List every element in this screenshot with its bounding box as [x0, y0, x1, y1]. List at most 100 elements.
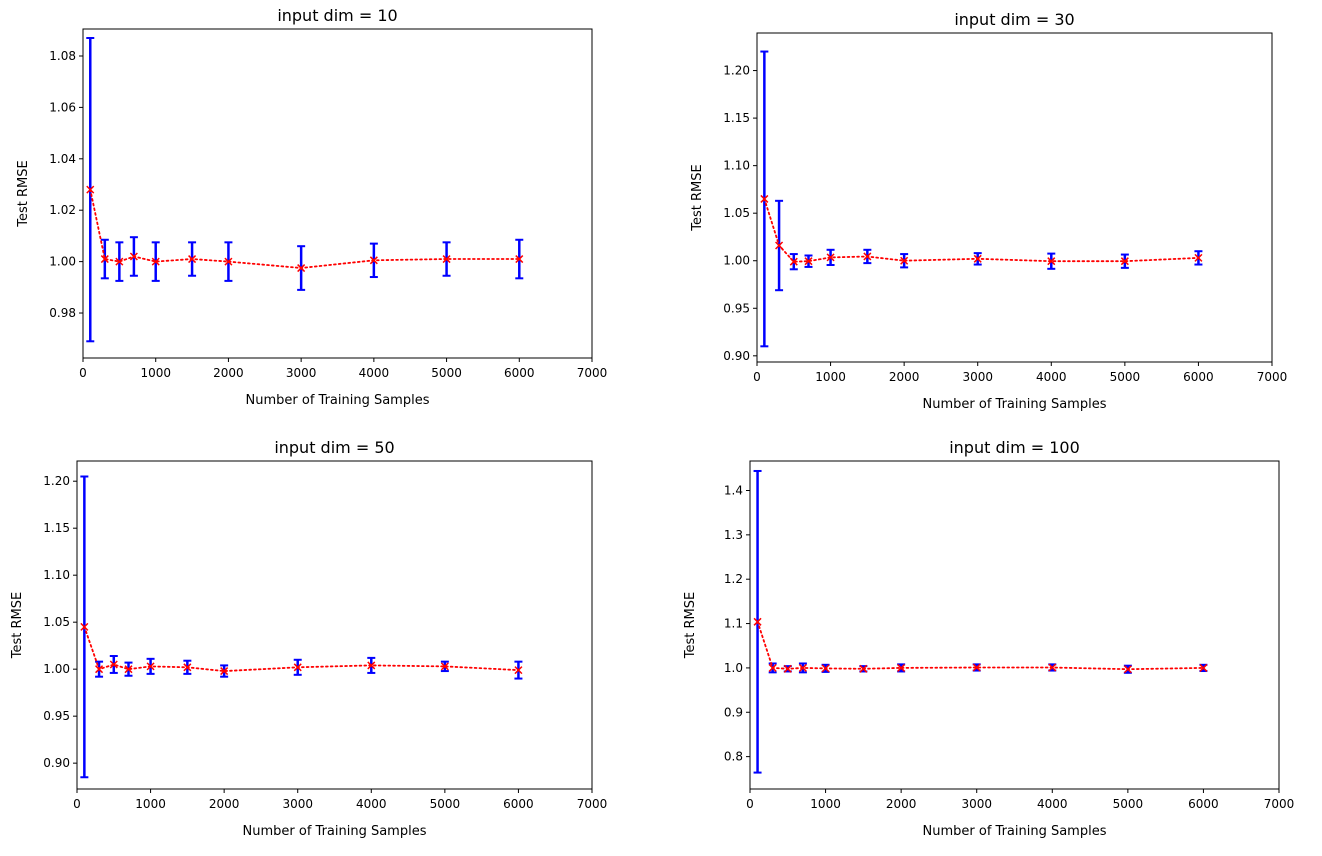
x-tick-label: 1000 — [815, 370, 846, 384]
data-point — [442, 255, 451, 264]
x-tick-label: 0 — [746, 797, 754, 811]
data-point — [80, 622, 89, 631]
y-tick-label: 1.02 — [49, 203, 76, 217]
y-tick-label: 1.15 — [723, 111, 750, 125]
data-point — [183, 663, 192, 672]
x-tick-label: 1000 — [135, 797, 166, 811]
y-tick-label: 0.95 — [723, 301, 750, 315]
data-point — [129, 252, 138, 261]
x-tick-label: 7000 — [577, 797, 608, 811]
data-point — [1120, 257, 1129, 266]
x-tick-label: 7000 — [577, 366, 608, 380]
data-point — [897, 663, 906, 672]
data-point — [146, 662, 155, 671]
x-tick-label: 2000 — [209, 797, 240, 811]
chart-title: input dim = 100 — [949, 438, 1080, 457]
data-point — [297, 264, 306, 273]
x-tick-label: 5000 — [431, 366, 462, 380]
data-point — [124, 665, 133, 674]
y-tick-label: 1.05 — [43, 615, 70, 629]
x-tick-label: 4000 — [1037, 797, 1068, 811]
x-tick-label: 2000 — [886, 797, 917, 811]
y-tick-label: 1.20 — [43, 474, 70, 488]
y-tick-label: 0.95 — [43, 709, 70, 723]
y-tick-label: 1.00 — [49, 255, 76, 269]
y-axis-label: Test RMSE — [10, 592, 25, 659]
data-point — [109, 660, 118, 669]
data-point — [151, 257, 160, 266]
y-tick-label: 0.98 — [49, 306, 76, 320]
data-point — [826, 253, 835, 262]
x-tick-label: 1000 — [140, 366, 171, 380]
data-point — [789, 257, 798, 266]
y-tick-label: 1.10 — [723, 159, 750, 173]
x-tick-label: 5000 — [1113, 797, 1144, 811]
y-tick-label: 1.15 — [43, 521, 70, 535]
x-tick-label: 6000 — [1188, 797, 1219, 811]
data-point — [188, 255, 197, 264]
x-tick-label: 1000 — [810, 797, 841, 811]
y-axis-label: Test RMSE — [690, 164, 705, 231]
y-tick-label: 0.9 — [724, 705, 743, 719]
x-tick-label: 6000 — [1183, 370, 1214, 384]
chart-panel-dim-50: input dim = 50 Number of Training Samples… — [10, 438, 608, 839]
x-tick-label: 0 — [73, 797, 81, 811]
x-tick-label: 4000 — [359, 366, 390, 380]
x-tick-label: 3000 — [286, 366, 317, 380]
y-tick-label: 1.1 — [724, 617, 743, 631]
data-point — [369, 256, 378, 265]
y-tick-label: 1.08 — [49, 49, 76, 63]
y-tick-label: 1.04 — [49, 152, 76, 166]
data-point — [753, 617, 762, 626]
data-point — [514, 666, 523, 675]
data-point — [973, 254, 982, 263]
x-tick-label: 4000 — [1036, 370, 1067, 384]
data-point — [86, 185, 95, 194]
data-point — [367, 661, 376, 670]
data-point — [115, 257, 124, 266]
y-tick-label: 1.3 — [724, 528, 743, 542]
series-line — [756, 620, 1205, 671]
data-point — [863, 252, 872, 261]
data-point — [900, 256, 909, 265]
axes-frame — [82, 28, 593, 359]
y-tick-label: 1.20 — [723, 64, 750, 78]
data-point — [804, 257, 813, 266]
y-tick-label: 0.8 — [724, 750, 743, 764]
y-tick-label: 1.4 — [724, 483, 743, 497]
axes-frame — [756, 32, 1273, 363]
data-point — [100, 255, 109, 264]
data-point — [1048, 663, 1057, 672]
y-tick-label: 1.05 — [723, 206, 750, 220]
data-point — [972, 663, 981, 672]
data-point — [760, 194, 769, 203]
y-tick-label: 1.06 — [49, 100, 76, 114]
data-point — [768, 663, 777, 672]
data-point — [859, 664, 868, 673]
x-tick-label: 2000 — [889, 370, 920, 384]
x-tick-label: 7000 — [1257, 370, 1288, 384]
y-tick-label: 0.90 — [723, 349, 750, 363]
x-tick-label: 6000 — [503, 797, 534, 811]
data-point — [1047, 257, 1056, 266]
x-tick-label: 3000 — [282, 797, 313, 811]
data-point — [440, 662, 449, 671]
data-point — [224, 257, 233, 266]
y-axis-label: Test RMSE — [683, 592, 698, 659]
x-tick-label: 5000 — [430, 797, 461, 811]
x-tick-label: 0 — [79, 366, 87, 380]
x-axis-label: Number of Training Samples — [246, 393, 430, 408]
data-point — [220, 667, 229, 676]
chart-title: input dim = 10 — [277, 6, 397, 25]
y-tick-label: 1.10 — [43, 568, 70, 582]
x-tick-label: 6000 — [504, 366, 535, 380]
x-axis-label: Number of Training Samples — [923, 397, 1107, 412]
x-tick-label: 4000 — [356, 797, 387, 811]
y-tick-label: 1.00 — [723, 254, 750, 268]
axes-frame — [749, 460, 1280, 790]
y-tick-label: 1.0 — [724, 661, 743, 675]
x-tick-label: 2000 — [213, 366, 244, 380]
data-point — [783, 664, 792, 673]
chart-panel-dim-30: input dim = 30 Number of Training Samples… — [690, 10, 1288, 412]
x-tick-label: 0 — [753, 370, 761, 384]
